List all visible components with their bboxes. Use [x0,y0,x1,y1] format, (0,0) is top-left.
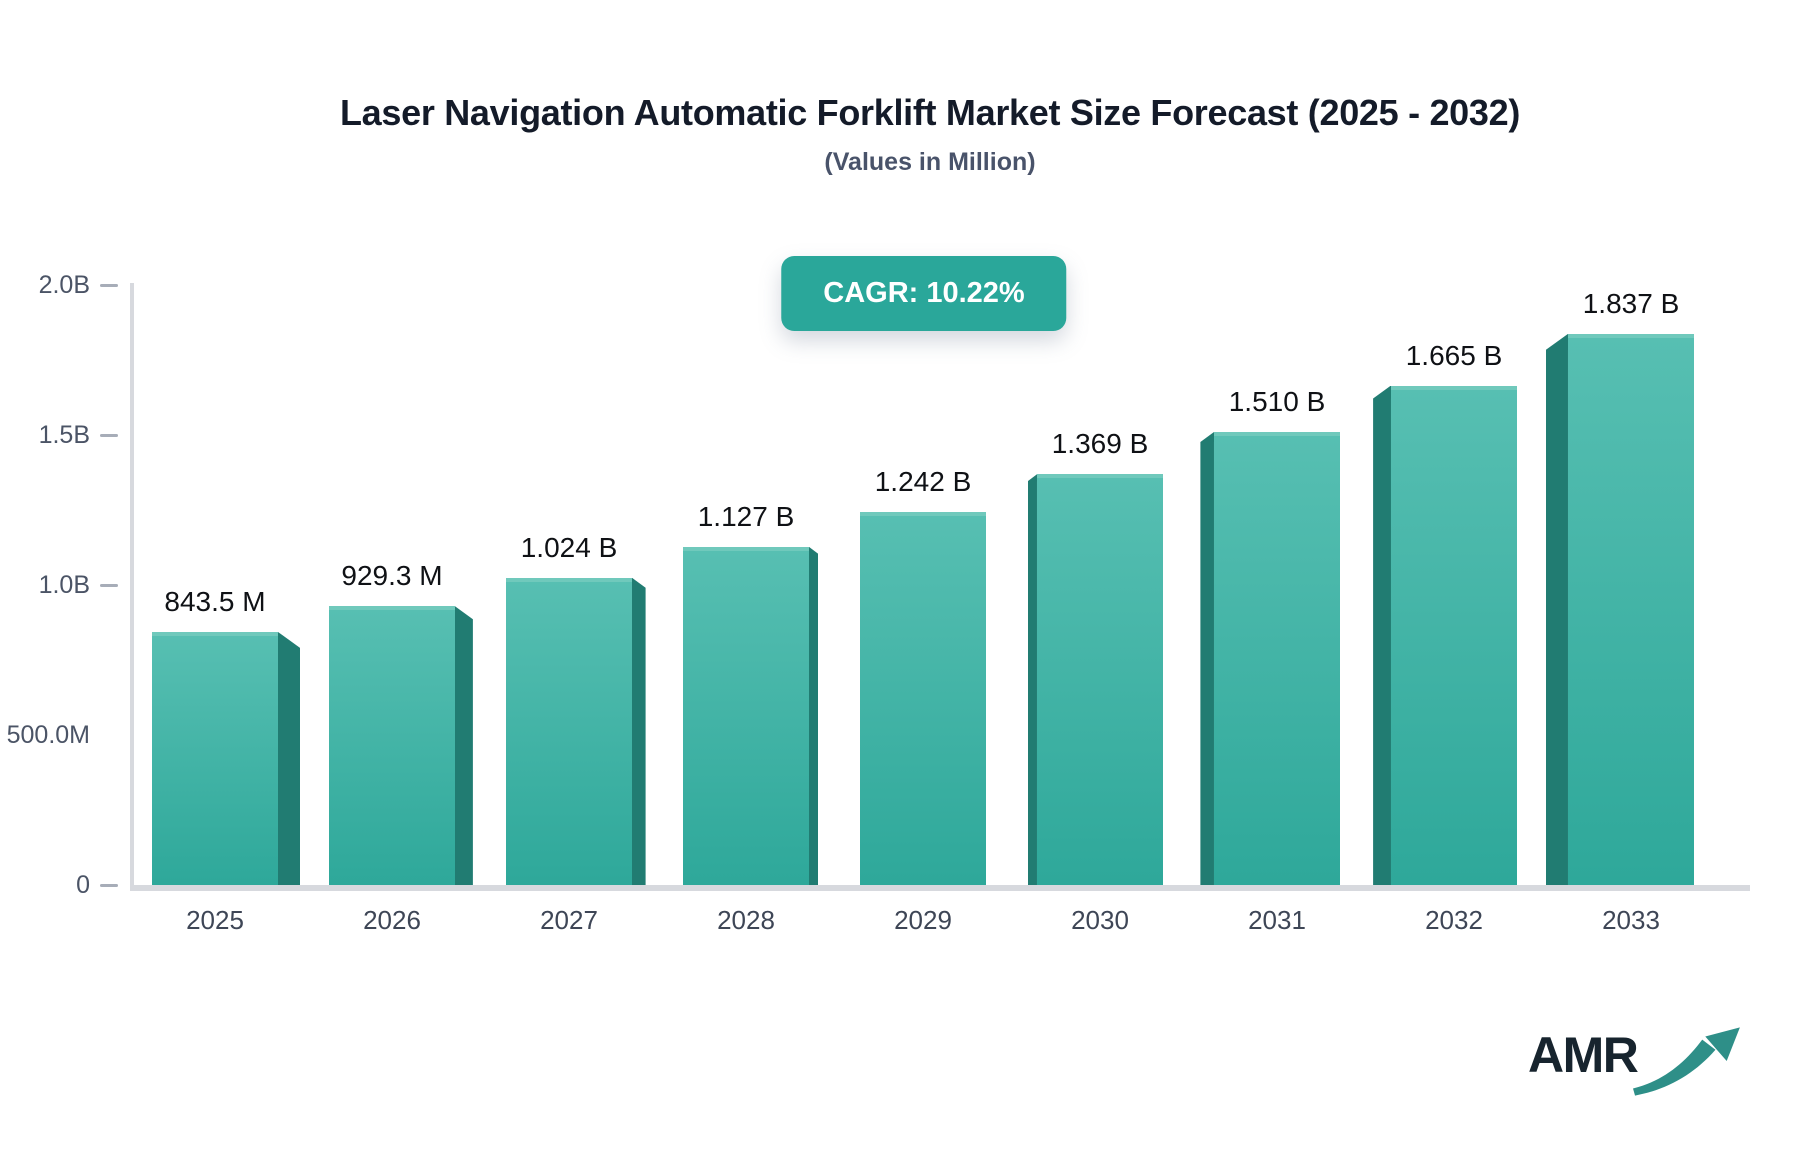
bar-2025-side [278,631,301,885]
x-axis-label-2033: 2033 [1602,905,1660,935]
y-axis-line [130,283,134,891]
bar-2031[interactable] [1214,432,1340,885]
bar-2029[interactable] [860,512,986,885]
chart-header: Laser Navigation Automatic Forklift Mark… [60,92,1800,177]
amr-logo-text: AMR [1528,1027,1639,1083]
y-axis-label-1.0B: 1.0B [38,571,90,599]
chart-title: Laser Navigation Automatic Forklift Mark… [339,92,1521,133]
x-axis-label-2031: 2031 [1248,905,1306,935]
bar-2028[interactable] [683,546,809,885]
amr-logo: AMR [1528,1027,1745,1104]
x-axis-label-2029: 2029 [894,905,952,935]
bar-value-label-2029: 1.242 B [874,466,972,498]
x-axis-label-2030: 2030 [1071,905,1129,935]
bar-value-label-2031: 1.510 B [1228,386,1326,417]
y-axis-label-0: 0 [76,871,90,899]
bar-2028-side [809,546,819,885]
bar-2025[interactable] [152,631,278,885]
bar-2031-side [1200,432,1214,885]
x-axis-label-2032: 2032 [1425,905,1483,935]
bar-value-label-2025: 843.5 M [164,585,266,617]
x-axis-label-2025: 2025 [186,905,244,935]
y-axis-tick-1.0B [100,584,118,587]
bar-2027[interactable] [506,577,632,885]
bar-2030[interactable] [1037,474,1163,885]
y-axis-label-1.5B: 1.5B [38,421,90,449]
x-axis-label-2026: 2026 [363,905,421,935]
growth-arrow-icon [1633,1027,1741,1096]
bar-value-label-2033: 1.837 B [1582,287,1680,319]
bar-2033-side [1545,333,1568,885]
bar-value-label-2032: 1.665 B [1405,339,1503,371]
bar-2026-side [455,606,473,885]
y-axis-label-2.0B: 2.0B [38,271,90,299]
bar-value-label-2028: 1.127 B [697,500,795,532]
bar-2030-side [1027,474,1037,885]
y-axis-tick-0 [100,884,118,887]
x-axis-baseline [130,885,1750,891]
x-axis-label-2027: 2027 [540,905,598,935]
bar-value-label-2027: 1.024 B [520,531,618,563]
y-axis-tick-1.5B [100,434,118,437]
bar-2032[interactable] [1391,385,1517,885]
y-axis-label-500.0M: 500.0M [6,721,90,749]
chart-subtitle: (Values in Million) [824,148,1036,176]
bar-2033[interactable] [1568,333,1694,885]
bar-value-label-2026: 929.3 M [341,560,443,592]
bar-2027-side [632,577,646,885]
bar-value-label-2030: 1.369 B [1051,428,1149,460]
bar-2032-side [1373,385,1391,885]
y-axis-tick-2.0B [100,284,118,287]
bar-2026[interactable] [329,606,455,885]
x-axis-label-2028: 2028 [717,905,775,935]
cagr-badge: CAGR: 10.22% [781,256,1067,331]
